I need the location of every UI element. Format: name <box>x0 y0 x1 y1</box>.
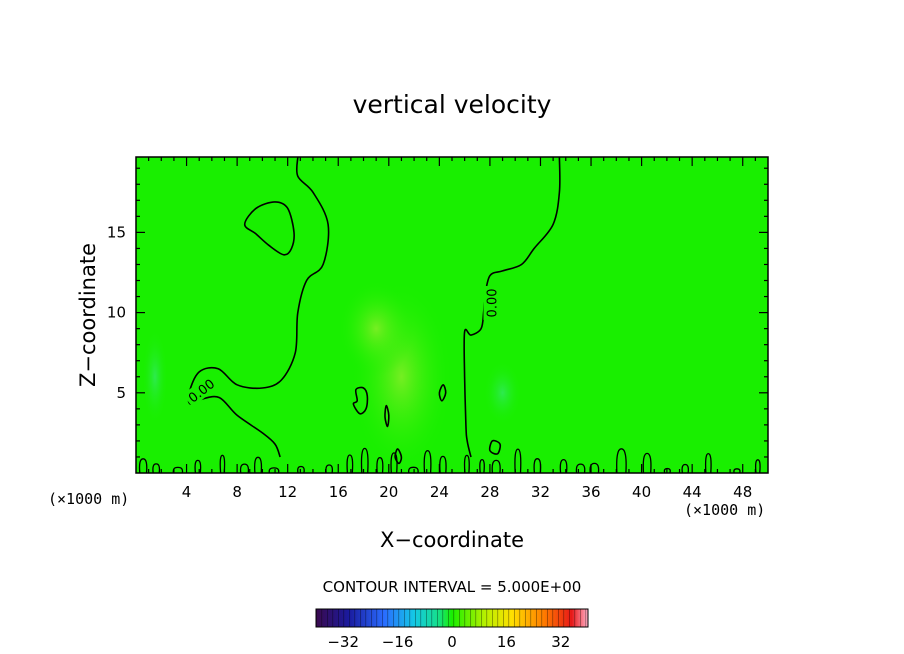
near-surface-contours <box>138 447 761 473</box>
x-tick-label: 40 <box>632 483 651 501</box>
x-tick-label: 12 <box>278 483 297 501</box>
contour-label: 0.00 <box>485 288 500 317</box>
x-axis-unit: (×1000 m) <box>684 501 765 519</box>
y-axis-label: Z−coordinate <box>76 243 100 387</box>
field-background <box>136 157 768 473</box>
x-tick-label: 36 <box>581 483 600 501</box>
contour-label-bg <box>182 373 220 408</box>
colorbar-tick-label: −32 <box>327 633 359 651</box>
colorbar-tick-label: 0 <box>447 633 457 651</box>
x-tick-label: 16 <box>329 483 348 501</box>
main-contour <box>187 157 330 458</box>
closed-contour-near-24-5 <box>438 383 447 402</box>
closed-contour-near-20-3 <box>384 404 390 428</box>
x-tick-label: 48 <box>733 483 752 501</box>
field-anomaly-negative <box>483 360 522 425</box>
colorbar-tick-label: 16 <box>497 633 516 651</box>
field-anomaly-positive <box>338 280 415 377</box>
x-tick-label: 44 <box>683 483 702 501</box>
chart-title: vertical velocity <box>353 90 552 119</box>
closed-contour-near-28-2 <box>488 439 502 455</box>
field-anomaly-negative <box>142 328 168 425</box>
y-tick-label: 15 <box>107 223 126 241</box>
closed-contour-upper-left <box>243 201 295 256</box>
plot-area <box>135 156 769 474</box>
x-tick-label: 24 <box>430 483 449 501</box>
contour-interval-label: CONTOUR INTERVAL = 5.000E+00 <box>323 578 582 596</box>
y-tick-label: 10 <box>107 304 126 322</box>
x-axis-label: X−coordinate <box>380 528 524 552</box>
x-tick-label: 4 <box>182 483 192 501</box>
x-tick-label: 28 <box>480 483 499 501</box>
x-tick-label: 32 <box>531 483 550 501</box>
y-tick-label: 5 <box>116 384 126 402</box>
colorbar-tick-label: 32 <box>551 633 570 651</box>
colorbar-frame <box>315 608 589 628</box>
colorbar-ticks-overlay <box>316 609 588 627</box>
x-tick-label: 8 <box>232 483 242 501</box>
x-tick-label: 20 <box>379 483 398 501</box>
contour-label-bg <box>483 285 500 320</box>
colorbar-tick-label: −16 <box>382 633 414 651</box>
colorbar: −32 −16 0 16 32 <box>315 608 589 651</box>
y-axis-unit: (×1000 m) <box>48 490 129 508</box>
closed-contour-near-20-5 <box>352 386 369 415</box>
